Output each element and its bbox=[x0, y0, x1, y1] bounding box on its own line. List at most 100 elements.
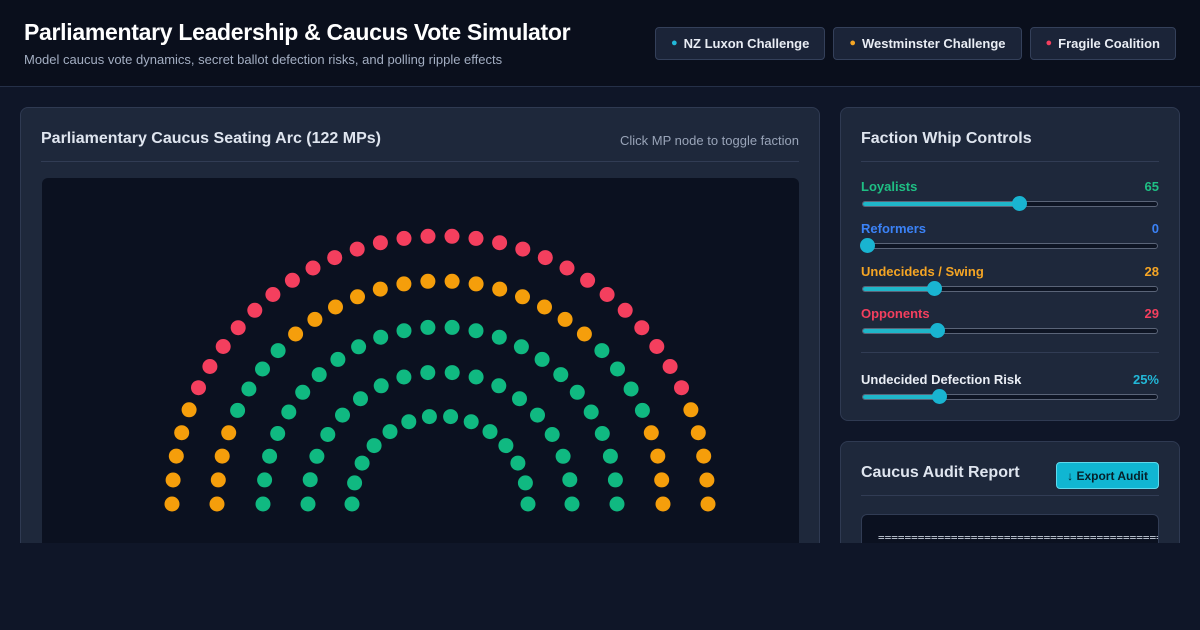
mp-seat-loyalist[interactable] bbox=[513, 339, 529, 355]
mp-seat-loyalist[interactable] bbox=[562, 472, 578, 488]
mp-seat-opponent[interactable] bbox=[247, 302, 263, 318]
mp-seat-loyalist[interactable] bbox=[344, 496, 360, 512]
mp-seat-loyalist[interactable] bbox=[534, 351, 550, 367]
mp-seat-loyalist[interactable] bbox=[520, 496, 536, 512]
mp-seat-loyalist[interactable] bbox=[583, 404, 599, 420]
mp-seat-loyalist[interactable] bbox=[510, 455, 526, 471]
mp-seat-swing[interactable] bbox=[164, 496, 180, 512]
mp-seat-opponent[interactable] bbox=[537, 250, 553, 266]
mp-seat-opponent[interactable] bbox=[599, 287, 615, 302]
mp-seat-loyalist[interactable] bbox=[421, 409, 437, 425]
mp-seat-opponent[interactable] bbox=[202, 359, 218, 374]
reformers-slider[interactable] bbox=[860, 238, 1158, 253]
mp-seat-opponent[interactable] bbox=[662, 359, 678, 374]
mp-seat-swing[interactable] bbox=[650, 448, 666, 464]
mp-seat-loyalist[interactable] bbox=[444, 365, 460, 381]
mp-seat-swing[interactable] bbox=[328, 299, 343, 315]
mp-seat-opponent[interactable] bbox=[492, 235, 508, 251]
mp-seat-swing[interactable] bbox=[655, 496, 671, 512]
mp-seat-swing[interactable] bbox=[174, 425, 190, 441]
mp-seat-loyalist[interactable] bbox=[366, 438, 382, 454]
mp-seat-loyalist[interactable] bbox=[396, 323, 412, 339]
mp-seat-opponent[interactable] bbox=[327, 250, 343, 266]
mp-seat-loyalist[interactable] bbox=[241, 381, 257, 397]
mp-seat-loyalist[interactable] bbox=[512, 391, 527, 407]
mp-seat-opponent[interactable] bbox=[191, 380, 206, 396]
mp-seat-loyalist[interactable] bbox=[347, 475, 363, 491]
mp-seat-loyalist[interactable] bbox=[311, 367, 327, 383]
export-audit-button[interactable]: ↓ Export Audit bbox=[1056, 462, 1159, 489]
mp-seat-opponent[interactable] bbox=[515, 241, 531, 257]
mp-seat-swing[interactable] bbox=[372, 281, 388, 297]
preset-westminster-button[interactable]: ● Westminster Challenge bbox=[833, 27, 1022, 60]
opponents-slider[interactable] bbox=[862, 323, 1158, 338]
mp-seat-opponent[interactable] bbox=[468, 230, 484, 246]
mp-seat-swing[interactable] bbox=[210, 472, 226, 488]
mp-seat-loyalist[interactable] bbox=[607, 472, 623, 488]
mp-seat-loyalist[interactable] bbox=[623, 381, 639, 397]
mp-seat-loyalist[interactable] bbox=[300, 496, 316, 512]
slider-thumb[interactable] bbox=[926, 281, 942, 296]
slider-thumb[interactable] bbox=[932, 389, 948, 404]
slider-thumb[interactable] bbox=[929, 323, 945, 338]
preset-fragile-coalition-button[interactable]: ● Fragile Coalition bbox=[1029, 27, 1176, 60]
mp-seat-loyalist[interactable] bbox=[530, 407, 545, 423]
mp-seat-swing[interactable] bbox=[690, 425, 706, 441]
mp-seat-loyalist[interactable] bbox=[353, 391, 368, 407]
mp-seat-swing[interactable] bbox=[444, 273, 460, 289]
defection-risk-slider[interactable] bbox=[862, 389, 1158, 404]
mp-seat-loyalist[interactable] bbox=[382, 424, 398, 440]
mp-seat-loyalist[interactable] bbox=[351, 339, 367, 355]
preset-nz-luxon-button[interactable]: ● NZ Luxon Challenge bbox=[654, 27, 826, 60]
mp-seat-opponent[interactable] bbox=[305, 260, 321, 276]
mp-seat-loyalist[interactable] bbox=[602, 448, 618, 464]
mp-seat-loyalist[interactable] bbox=[230, 402, 246, 418]
mp-seat-loyalist[interactable] bbox=[270, 426, 286, 441]
mp-seat-loyalist[interactable] bbox=[609, 496, 625, 512]
mp-seat-loyalist[interactable] bbox=[255, 361, 270, 377]
mp-seat-loyalist[interactable] bbox=[443, 409, 459, 425]
mp-seat-swing[interactable] bbox=[700, 496, 716, 512]
mp-seat-loyalist[interactable] bbox=[396, 369, 412, 385]
slider-thumb[interactable] bbox=[1011, 196, 1027, 211]
mp-seat-loyalist[interactable] bbox=[564, 496, 580, 512]
mp-seat-opponent[interactable] bbox=[580, 272, 596, 288]
mp-seat-loyalist[interactable] bbox=[482, 424, 498, 440]
mp-seat-swing[interactable] bbox=[209, 496, 225, 512]
mp-seat-opponent[interactable] bbox=[284, 272, 300, 288]
mp-seat-loyalist[interactable] bbox=[373, 329, 389, 345]
mp-seat-opponent[interactable] bbox=[420, 228, 436, 244]
mp-seat-loyalist[interactable] bbox=[302, 472, 318, 488]
mp-seat-loyalist[interactable] bbox=[468, 323, 484, 339]
mp-seat-opponent[interactable] bbox=[215, 339, 231, 354]
mp-seat-swing[interactable] bbox=[214, 448, 230, 464]
mp-seat-swing[interactable] bbox=[557, 311, 573, 327]
mp-seat-loyalist[interactable] bbox=[320, 427, 336, 442]
mp-seat-swing[interactable] bbox=[696, 448, 712, 464]
mp-seat-loyalist[interactable] bbox=[444, 319, 460, 335]
mp-seat-loyalist[interactable] bbox=[309, 448, 325, 464]
mp-seat-loyalist[interactable] bbox=[498, 438, 514, 454]
mp-seat-loyalist[interactable] bbox=[634, 402, 650, 418]
mp-seat-loyalist[interactable] bbox=[594, 426, 610, 441]
mp-seat-swing[interactable] bbox=[221, 425, 237, 441]
mp-seat-opponent[interactable] bbox=[444, 228, 460, 244]
mp-seat-opponent[interactable] bbox=[396, 230, 412, 246]
mp-seat-loyalist[interactable] bbox=[295, 384, 311, 400]
mp-seat-loyalist[interactable] bbox=[463, 414, 479, 430]
mp-seat-swing[interactable] bbox=[181, 402, 197, 418]
mp-seat-opponent[interactable] bbox=[265, 287, 281, 302]
mp-seat-swing[interactable] bbox=[307, 311, 323, 327]
mp-seat-swing[interactable] bbox=[576, 326, 592, 342]
mp-seat-opponent[interactable] bbox=[372, 235, 388, 251]
mp-seat-opponent[interactable] bbox=[230, 320, 246, 336]
mp-seat-loyalist[interactable] bbox=[491, 329, 507, 345]
loyalists-slider[interactable] bbox=[862, 196, 1158, 211]
mp-seat-opponent[interactable] bbox=[674, 380, 689, 396]
mp-seat-swing[interactable] bbox=[492, 281, 508, 297]
mp-seat-swing[interactable] bbox=[515, 289, 530, 305]
mp-seat-loyalist[interactable] bbox=[610, 361, 625, 377]
mp-seat-opponent[interactable] bbox=[617, 302, 633, 318]
mp-seat-swing[interactable] bbox=[537, 299, 552, 315]
mp-seat-loyalist[interactable] bbox=[281, 404, 297, 420]
